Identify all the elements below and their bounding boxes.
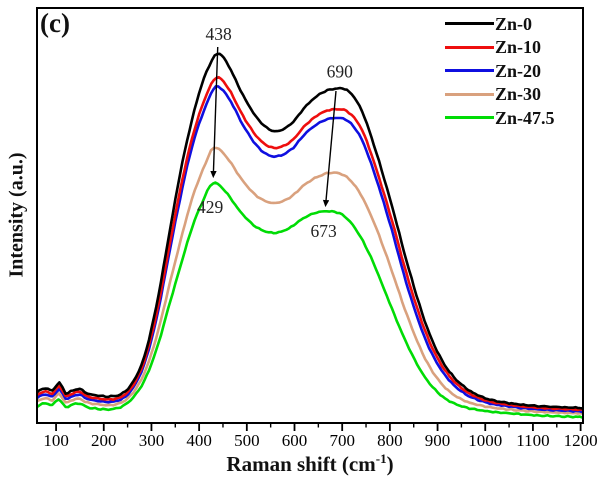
- legend-label: Zn-20: [495, 60, 542, 81]
- legend-line-swatch: [445, 22, 494, 26]
- legend-label: Zn-47.5: [495, 107, 555, 128]
- x-tick-label: 1100: [516, 431, 549, 450]
- peak-shift-arrow: [322, 90, 337, 208]
- legend-item-zn-30: Zn-30: [445, 83, 555, 107]
- spectrum-curve-zn-47.5: [37, 181, 583, 419]
- legend-line-swatch: [445, 69, 494, 73]
- x-tick-label: 800: [377, 431, 403, 450]
- x-tick-label: 400: [186, 431, 212, 450]
- panel-label: (c): [40, 8, 70, 38]
- x-tick-label: 600: [282, 431, 308, 450]
- x-tick-label: 300: [139, 431, 165, 450]
- spectra-curves: [37, 52, 583, 419]
- x-tick-label: 500: [234, 431, 260, 450]
- spectrum-curve-zn-30: [37, 146, 583, 415]
- legend-label: Zn-10: [495, 37, 542, 58]
- x-axis-title-close: ): [386, 452, 394, 476]
- x-tick-label: 900: [425, 431, 451, 450]
- legend-line-swatch: [445, 45, 494, 49]
- x-axis-title: Raman shift (cm-1): [226, 451, 393, 477]
- peak-annotation: 673: [310, 221, 337, 241]
- peak-shift-arrow: [210, 46, 219, 179]
- legend-label: Zn-30: [495, 84, 542, 105]
- x-axis-tick-labels: 100 200 300 400 500 600 700 800 900 1000 1100 1200: [43, 431, 597, 450]
- legend: Zn-0 Zn-10 Zn-20 Zn-30 Zn-47.5: [445, 12, 555, 130]
- x-tick-label: 700: [329, 431, 355, 450]
- x-tick-label: 1000: [468, 431, 502, 450]
- x-axis-title-superscript: -1: [375, 451, 387, 466]
- legend-item-zn-0: Zn-0: [445, 12, 555, 36]
- plot-frame: [36, 7, 584, 424]
- peak-value-annotations: 438 690 429 673: [197, 24, 353, 241]
- x-tick-label: 100: [43, 431, 69, 450]
- y-axis-title: Intensity (a.u.): [5, 152, 28, 278]
- legend-label: Zn-0: [495, 13, 533, 34]
- legend-item-zn-10: Zn-10: [445, 36, 555, 60]
- legend-line-swatch: [445, 116, 494, 120]
- x-tick-label: 1200: [564, 431, 598, 450]
- spectrum-curve-zn-20: [37, 85, 583, 414]
- peak-shift-arrows: [210, 46, 337, 208]
- x-axis-ticks: [55, 423, 582, 431]
- spectrum-curve-zn-10: [37, 75, 583, 412]
- peak-annotation: 690: [327, 61, 354, 81]
- x-axis-title-main: Raman shift (cm: [226, 452, 376, 476]
- x-tick-label: 200: [91, 431, 117, 450]
- legend-item-zn-20: Zn-20: [445, 59, 555, 83]
- legend-line-swatch: [445, 92, 494, 96]
- spectrum-curve-zn-0: [37, 52, 583, 410]
- peak-annotation: 438: [206, 24, 233, 44]
- legend-item-zn-47.5: Zn-47.5: [445, 106, 555, 130]
- peak-annotation: 429: [197, 197, 224, 217]
